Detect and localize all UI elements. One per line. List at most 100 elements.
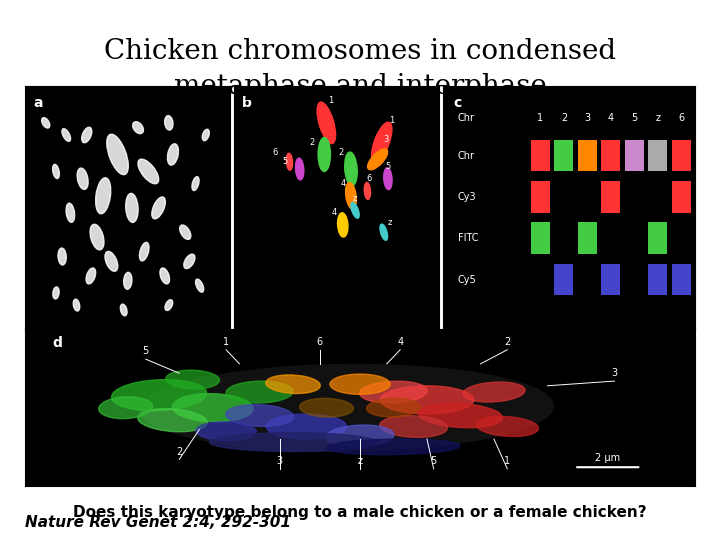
Ellipse shape (300, 399, 354, 417)
Ellipse shape (346, 183, 356, 209)
FancyBboxPatch shape (648, 264, 667, 295)
Text: d: d (52, 336, 62, 350)
Text: 4: 4 (608, 113, 614, 123)
FancyBboxPatch shape (601, 181, 620, 213)
Text: c: c (453, 96, 461, 110)
Ellipse shape (202, 129, 210, 141)
FancyBboxPatch shape (625, 140, 644, 172)
Text: 3: 3 (383, 136, 389, 144)
Ellipse shape (165, 116, 173, 130)
Ellipse shape (384, 168, 392, 190)
Ellipse shape (132, 122, 143, 134)
Text: 6: 6 (317, 337, 323, 347)
Ellipse shape (58, 248, 66, 265)
Ellipse shape (81, 127, 92, 143)
Ellipse shape (210, 433, 377, 451)
Text: z: z (353, 194, 357, 202)
Ellipse shape (317, 102, 336, 144)
Ellipse shape (140, 242, 149, 261)
Text: 6: 6 (366, 174, 372, 183)
Ellipse shape (140, 364, 554, 451)
Ellipse shape (180, 225, 191, 239)
Ellipse shape (126, 193, 138, 222)
Ellipse shape (463, 382, 525, 402)
Ellipse shape (107, 134, 128, 174)
Ellipse shape (226, 381, 293, 403)
FancyBboxPatch shape (648, 140, 667, 172)
FancyBboxPatch shape (648, 222, 667, 254)
FancyBboxPatch shape (554, 140, 573, 172)
Ellipse shape (77, 168, 88, 190)
Ellipse shape (124, 272, 132, 289)
Text: 4: 4 (332, 208, 337, 217)
Ellipse shape (192, 177, 199, 191)
Ellipse shape (53, 287, 59, 299)
Ellipse shape (364, 183, 371, 199)
Ellipse shape (287, 153, 292, 170)
Ellipse shape (327, 439, 460, 455)
Ellipse shape (160, 268, 169, 284)
Ellipse shape (105, 252, 118, 271)
FancyBboxPatch shape (531, 140, 550, 172)
FancyBboxPatch shape (672, 264, 690, 295)
Text: 6: 6 (272, 147, 278, 157)
Ellipse shape (73, 299, 80, 311)
Ellipse shape (359, 381, 428, 403)
Ellipse shape (120, 304, 127, 316)
Ellipse shape (53, 164, 59, 179)
FancyBboxPatch shape (601, 140, 620, 172)
Text: 4: 4 (397, 337, 403, 347)
Ellipse shape (184, 254, 195, 268)
Ellipse shape (86, 268, 96, 284)
Text: Chr: Chr (458, 113, 475, 123)
Ellipse shape (351, 202, 359, 218)
Ellipse shape (330, 374, 390, 394)
Ellipse shape (338, 213, 348, 237)
Text: 1: 1 (504, 456, 510, 466)
Ellipse shape (476, 416, 539, 436)
FancyBboxPatch shape (578, 222, 597, 254)
Text: b: b (242, 96, 252, 110)
Ellipse shape (368, 149, 387, 170)
Ellipse shape (152, 197, 166, 219)
Text: 5: 5 (631, 113, 637, 123)
Text: 3: 3 (611, 368, 618, 379)
Ellipse shape (99, 397, 153, 418)
Ellipse shape (196, 279, 204, 292)
Text: Cy3: Cy3 (458, 192, 477, 202)
Ellipse shape (380, 386, 474, 414)
Ellipse shape (266, 414, 346, 439)
Text: 2: 2 (176, 447, 182, 457)
Text: z: z (358, 456, 362, 466)
FancyBboxPatch shape (554, 264, 573, 295)
Text: metaphase and interphase: metaphase and interphase (174, 73, 546, 100)
Ellipse shape (295, 158, 304, 180)
Text: 1: 1 (223, 337, 229, 347)
Text: a: a (33, 96, 43, 110)
Ellipse shape (62, 129, 71, 141)
FancyBboxPatch shape (672, 140, 690, 172)
Ellipse shape (138, 409, 207, 432)
Text: Does this karyotype belong to a male chicken or a female chicken?: Does this karyotype belong to a male chi… (73, 505, 647, 520)
FancyBboxPatch shape (672, 181, 690, 213)
Ellipse shape (172, 394, 253, 422)
Ellipse shape (225, 404, 294, 427)
Ellipse shape (66, 203, 75, 222)
Ellipse shape (42, 118, 50, 128)
Ellipse shape (168, 144, 179, 165)
Ellipse shape (372, 122, 392, 163)
Text: 3: 3 (276, 456, 283, 466)
Ellipse shape (112, 380, 207, 411)
FancyBboxPatch shape (531, 181, 550, 213)
Text: 2: 2 (338, 147, 343, 157)
Ellipse shape (138, 159, 158, 184)
Text: 4: 4 (340, 179, 346, 188)
Text: 1: 1 (537, 113, 544, 123)
Text: 2: 2 (561, 113, 567, 123)
Ellipse shape (96, 178, 111, 214)
Ellipse shape (196, 422, 256, 441)
Text: 3: 3 (584, 113, 590, 123)
Text: 1: 1 (390, 116, 395, 125)
Ellipse shape (165, 300, 173, 310)
Text: Nature Rev Genet 2:4, 292-301: Nature Rev Genet 2:4, 292-301 (25, 515, 291, 530)
